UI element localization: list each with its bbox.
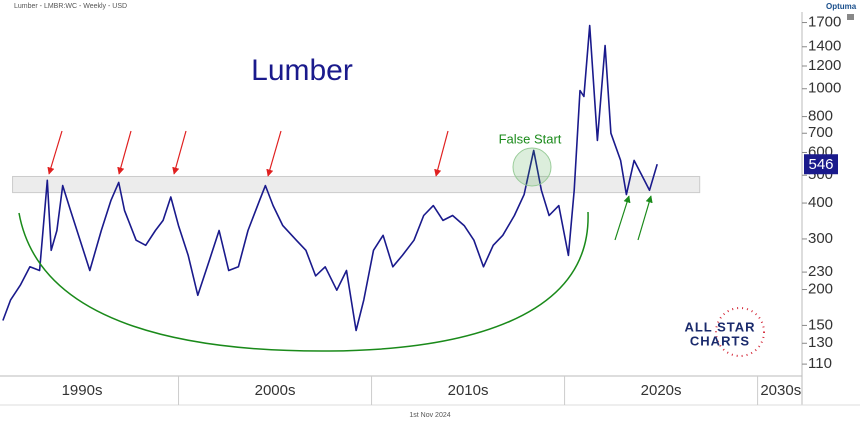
arrow <box>637 195 653 241</box>
footer: 1st Nov 2024 <box>409 412 450 419</box>
logo-text: ALL STAR <box>684 319 755 334</box>
y-tick-label: 150 <box>808 316 833 333</box>
y-tick-label: 1400 <box>808 38 841 55</box>
x-tick-label: 2010s <box>448 382 489 399</box>
y-tick-label: 700 <box>808 124 833 141</box>
logo-text: CHARTS <box>690 333 750 348</box>
annotation: False Start <box>499 131 562 146</box>
arrow <box>434 130 449 177</box>
y-tick-label: 800 <box>808 108 833 125</box>
last-value-label: 546 <box>808 156 833 173</box>
y-tick-label: 200 <box>808 280 833 297</box>
y-tick-label: 230 <box>808 263 833 280</box>
y-tick-label: 400 <box>808 194 833 211</box>
arrow <box>117 130 132 175</box>
last-value-box <box>804 154 838 175</box>
arrow <box>614 195 631 241</box>
x-tick-label: 1990s <box>62 382 103 399</box>
plot-area <box>2 24 701 332</box>
red-arrows <box>47 130 449 177</box>
logo-ring <box>715 307 765 357</box>
x-tick-label: 2030s <box>760 382 801 399</box>
x-tick-label: 2020s <box>641 382 682 399</box>
x-tick-label: 2000s <box>255 382 296 399</box>
y-tick-label: 1000 <box>808 80 841 97</box>
chart-title: Lumber <box>251 54 353 87</box>
logo: ALL STAR CHARTS <box>684 307 765 357</box>
y-tick-label: 110 <box>808 355 832 372</box>
arrow <box>47 130 63 175</box>
highlight-circle <box>512 147 552 187</box>
price-line <box>2 24 658 332</box>
base-arc <box>18 211 589 352</box>
y-tick-label: 1700 <box>808 14 841 31</box>
brand: Optuma <box>826 2 857 11</box>
arrow <box>266 130 282 177</box>
y-tick-label: 130 <box>808 334 833 351</box>
arrow <box>172 130 187 175</box>
y-tick-label: 1200 <box>808 57 841 74</box>
header: Lumber - LMBR:WC - Weekly - USD <box>14 3 127 10</box>
lock-icon <box>847 14 854 20</box>
y-tick-label: 300 <box>808 230 833 247</box>
green-arrows <box>614 195 653 241</box>
